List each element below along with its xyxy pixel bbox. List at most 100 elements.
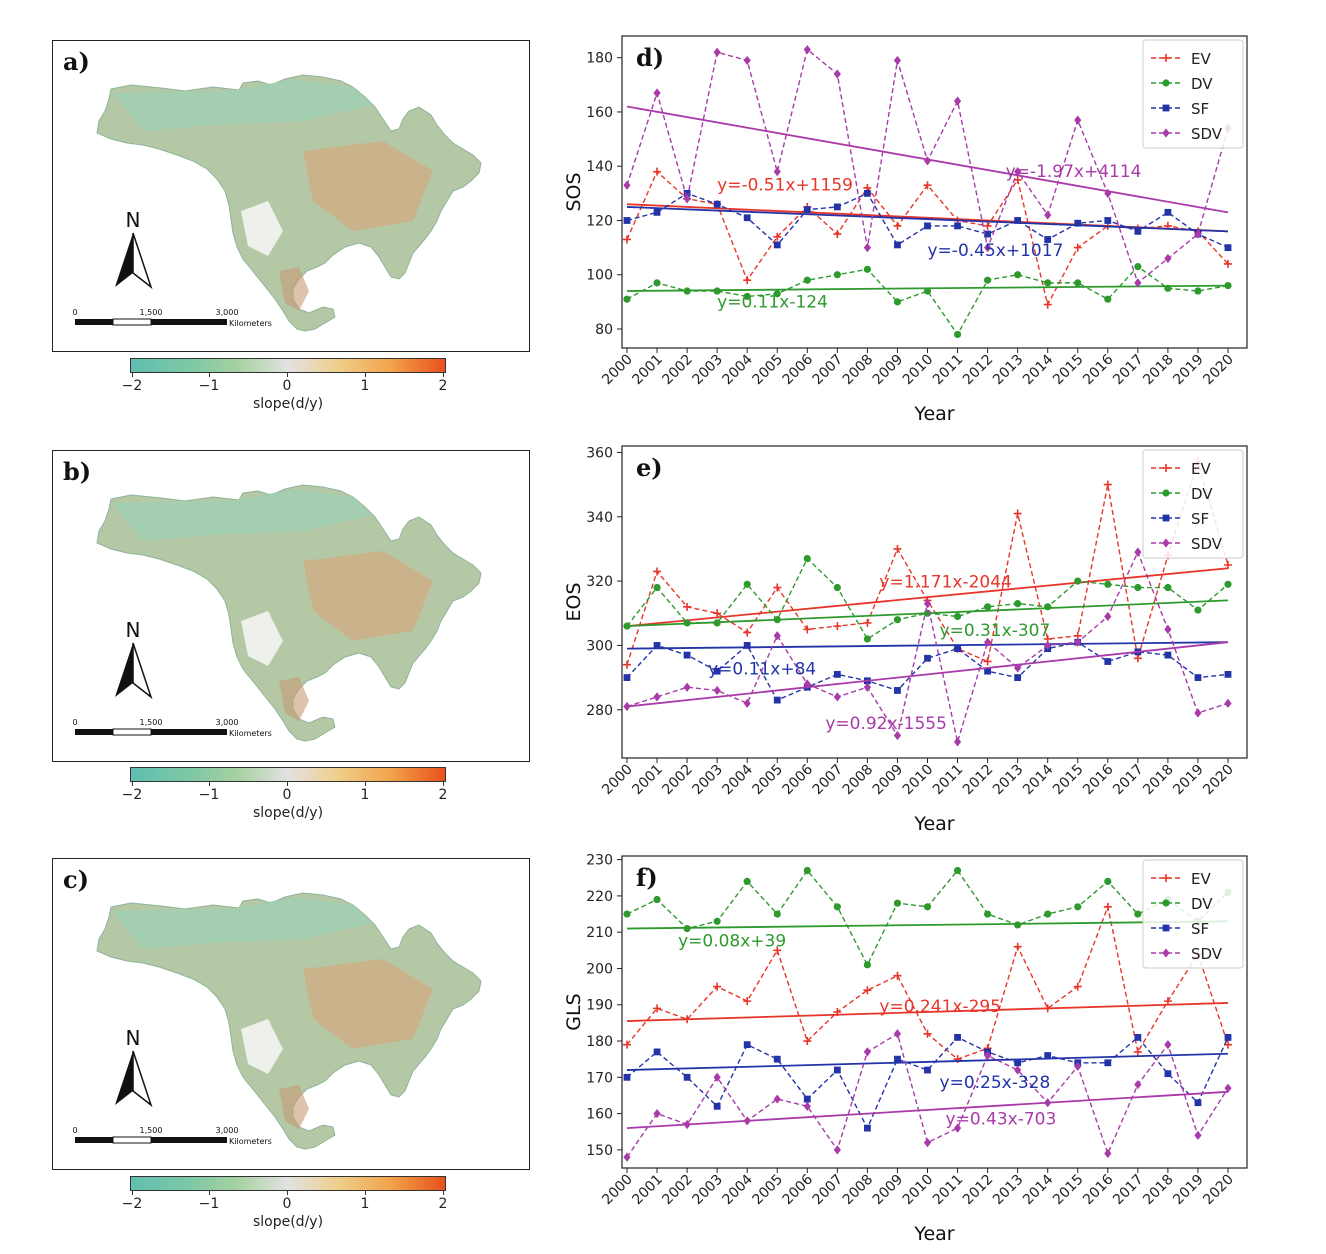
x-tick-label: 2013 xyxy=(990,352,1027,389)
x-tick-label: 2009 xyxy=(870,762,907,799)
data-point xyxy=(1164,583,1172,592)
data-point xyxy=(1044,210,1052,220)
data-point xyxy=(954,645,961,653)
north-arrow-icon xyxy=(115,232,153,290)
y-tick-label: 280 xyxy=(586,703,613,719)
legend-label: SF xyxy=(1191,920,1209,938)
chart-gls: 1501601701801902002102202302000200120022… xyxy=(563,853,1248,1245)
trend-line xyxy=(626,206,1229,233)
data-point xyxy=(1224,282,1232,290)
trend-equation: y=0.08x+39 xyxy=(678,932,786,952)
x-tick-label: 2017 xyxy=(1110,1172,1147,1209)
data-point xyxy=(863,986,872,995)
scale-tick-label: 0 xyxy=(72,308,77,317)
data-point xyxy=(1134,547,1142,557)
series-sf xyxy=(623,189,1232,252)
data-point xyxy=(1073,982,1082,991)
x-tick-label: 2017 xyxy=(1110,762,1147,799)
y-tick-label: 200 xyxy=(586,961,613,977)
trend-equation: y=0.92x-1555 xyxy=(825,714,947,734)
data-point xyxy=(894,241,901,249)
y-tick-label: 340 xyxy=(586,510,613,526)
data-point xyxy=(863,265,871,273)
data-point xyxy=(713,667,721,675)
x-tick-label: 2007 xyxy=(810,1172,847,1209)
data-point xyxy=(653,88,661,98)
data-point xyxy=(893,616,902,624)
data-point xyxy=(863,618,872,627)
x-tick-label: 2011 xyxy=(930,762,967,799)
data-point xyxy=(773,946,782,955)
data-point xyxy=(893,971,902,980)
panel-letter: a) xyxy=(63,47,90,76)
x-tick-label: 2010 xyxy=(900,1172,937,1209)
colorbar-tick-label: 0 xyxy=(282,378,292,394)
data-point xyxy=(1163,997,1172,1006)
data-point xyxy=(1014,167,1022,177)
colorbar-a: −2 −1 0 1 2 slope(d/y) xyxy=(108,358,468,418)
data-point xyxy=(1014,663,1022,673)
y-tick-label: 360 xyxy=(586,445,613,461)
y-tick-label: 160 xyxy=(586,1107,613,1123)
colorbar-c: −2 −1 0 1 2 slope(d/y) xyxy=(108,1176,468,1236)
data-point xyxy=(1164,624,1172,634)
data-point xyxy=(1014,1065,1022,1075)
data-point xyxy=(773,583,782,592)
data-point xyxy=(984,667,991,675)
north-label: N xyxy=(126,1026,141,1050)
x-tick-label: 2000 xyxy=(599,1172,636,1209)
data-point xyxy=(1104,295,1112,303)
legend: EV DV SF SDV xyxy=(1142,39,1244,149)
data-point xyxy=(1162,514,1170,522)
y-tick-label: 230 xyxy=(586,853,613,869)
data-point xyxy=(1194,674,1202,681)
x-tick-label: 2018 xyxy=(1140,762,1177,799)
x-tick-label: 2008 xyxy=(840,762,877,799)
data-point xyxy=(1074,577,1082,585)
data-point xyxy=(743,698,751,708)
map-graphic: N 0 1,500 3,000 Kilometers xyxy=(72,74,482,332)
legend: EV DV SF SDV xyxy=(1142,859,1244,969)
data-point xyxy=(1134,263,1142,271)
trend-equation: y=-1.97x+4114 xyxy=(1006,162,1142,182)
data-point xyxy=(924,654,931,662)
data-point xyxy=(1044,1052,1052,1059)
data-point xyxy=(803,1037,812,1046)
x-tick-label: 2020 xyxy=(1200,352,1237,389)
data-point xyxy=(1044,640,1052,651)
data-point xyxy=(653,567,662,576)
map-graphic: N 0 1,500 3,000 Kilometers xyxy=(72,484,482,742)
data-point xyxy=(773,910,781,918)
data-point xyxy=(984,276,992,284)
data-point xyxy=(1103,480,1112,489)
data-point xyxy=(743,276,752,285)
x-tick-label: 2016 xyxy=(1080,1171,1117,1208)
x-tick-label: 2010 xyxy=(900,762,937,799)
data-point xyxy=(833,692,841,702)
data-point xyxy=(833,69,841,79)
data-point xyxy=(864,1124,871,1132)
data-point xyxy=(653,1004,662,1013)
data-point xyxy=(1134,1033,1142,1041)
data-point xyxy=(1044,236,1052,243)
data-point xyxy=(864,189,871,197)
data-point xyxy=(1014,600,1022,608)
y-tick-label: 320 xyxy=(586,574,613,590)
data-point xyxy=(623,622,631,630)
data-point xyxy=(653,279,661,287)
data-point xyxy=(623,217,631,224)
data-point xyxy=(773,696,781,704)
data-point xyxy=(743,580,751,588)
data-point xyxy=(863,635,871,643)
panel-letter: c) xyxy=(63,865,89,894)
y-axis-label: SOS xyxy=(563,172,585,211)
data-point xyxy=(833,230,842,239)
data-point xyxy=(803,206,811,214)
data-point xyxy=(1104,611,1112,622)
north-arrow-icon xyxy=(115,642,153,700)
y-tick-label: 210 xyxy=(586,925,613,941)
scale-bar xyxy=(75,318,227,326)
data-point xyxy=(893,899,902,907)
data-point xyxy=(773,241,781,249)
data-point xyxy=(803,1095,811,1103)
